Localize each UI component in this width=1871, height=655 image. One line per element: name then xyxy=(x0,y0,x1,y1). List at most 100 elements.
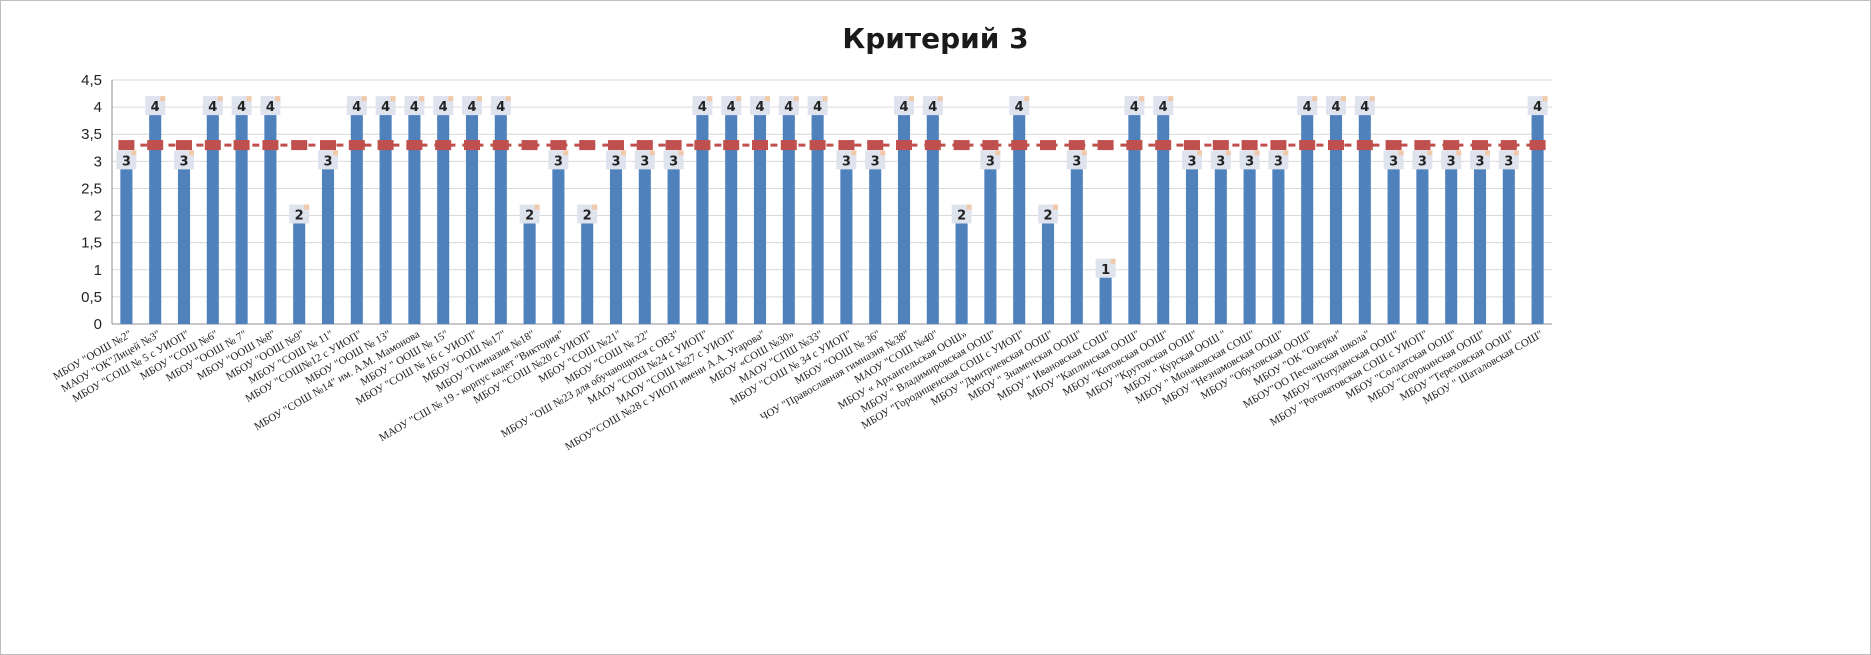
data-label-accent xyxy=(1513,150,1519,156)
data-label: 4 xyxy=(151,100,160,115)
average-marker xyxy=(435,140,452,151)
data-label-accent xyxy=(1283,150,1289,156)
average-marker xyxy=(147,140,164,151)
data-label: 1 xyxy=(1101,263,1110,278)
chart-title: Критерий 3 xyxy=(842,22,1029,55)
data-label-accent xyxy=(1053,204,1058,210)
data-label-accent xyxy=(390,96,396,102)
data-label: 4 xyxy=(439,100,448,115)
data-label: 3 xyxy=(640,154,649,169)
data-label: 3 xyxy=(1187,154,1196,169)
bar xyxy=(206,107,219,324)
data-label-accent xyxy=(1024,96,1030,102)
average-marker xyxy=(1529,140,1546,151)
data-label-accent xyxy=(534,204,540,210)
data-label-accent xyxy=(1341,96,1346,102)
average-marker xyxy=(1414,140,1431,151)
data-label: 3 xyxy=(1274,154,1283,169)
bar xyxy=(350,107,363,324)
data-label: 3 xyxy=(1072,154,1081,169)
bar xyxy=(1214,161,1227,324)
data-label-accent xyxy=(419,96,425,102)
data-label-accent xyxy=(621,150,626,156)
bar xyxy=(1531,107,1544,324)
bar xyxy=(897,107,911,324)
y-tick-label: 1,5 xyxy=(81,235,102,252)
average-marker xyxy=(492,140,509,151)
data-label-accent xyxy=(707,96,713,102)
bar xyxy=(1416,161,1429,324)
data-label: 2 xyxy=(957,209,966,224)
average-marker xyxy=(406,140,423,151)
bar xyxy=(1185,161,1199,324)
data-label: 4 xyxy=(813,100,822,115)
average-marker xyxy=(1299,140,1316,151)
average-marker xyxy=(1011,140,1028,151)
y-tick-label: 4 xyxy=(94,99,102,116)
bar xyxy=(840,161,853,324)
data-label-accent xyxy=(1485,150,1490,156)
bar xyxy=(1041,215,1055,324)
data-label: 3 xyxy=(1216,154,1225,169)
bar xyxy=(494,107,507,324)
average-marker xyxy=(176,140,192,151)
bar xyxy=(609,161,623,324)
bar xyxy=(1013,107,1026,324)
average-marker xyxy=(665,140,682,151)
average-marker xyxy=(579,140,596,151)
data-label-accent xyxy=(1225,150,1231,156)
average-marker xyxy=(1040,140,1056,151)
average-marker xyxy=(1155,140,1172,151)
average-marker xyxy=(752,140,768,151)
bar xyxy=(984,161,997,324)
bar xyxy=(811,107,824,324)
bar xyxy=(1387,161,1400,324)
average-marker xyxy=(780,140,797,151)
data-label: 4 xyxy=(1015,100,1024,115)
data-label: 4 xyxy=(1360,100,1369,115)
data-label-accent xyxy=(477,96,482,102)
average-marker xyxy=(1270,140,1287,151)
data-label: 4 xyxy=(467,100,476,115)
data-label: 3 xyxy=(986,154,995,169)
data-label: 4 xyxy=(1159,100,1168,115)
data-label: 2 xyxy=(583,209,592,224)
bar xyxy=(667,161,680,324)
bar xyxy=(1272,161,1285,324)
data-label-accent xyxy=(851,150,857,156)
data-label: 4 xyxy=(266,100,275,115)
data-label-accent xyxy=(448,96,454,102)
data-label: 3 xyxy=(1504,154,1513,169)
data-label: 4 xyxy=(1533,100,1542,115)
bar xyxy=(177,161,191,324)
data-label: 4 xyxy=(208,100,217,115)
average-marker xyxy=(1356,140,1373,151)
data-label: 3 xyxy=(842,154,851,169)
bar xyxy=(869,161,882,324)
data-label: 4 xyxy=(928,100,937,115)
average-marker xyxy=(291,140,308,151)
average-marker xyxy=(233,140,250,151)
data-label: 3 xyxy=(1245,154,1254,169)
data-label-accent xyxy=(966,204,972,210)
average-marker xyxy=(1212,140,1229,151)
data-label: 4 xyxy=(1303,100,1312,115)
bar xyxy=(523,215,536,324)
data-label-accent xyxy=(765,96,770,102)
data-label-accent xyxy=(937,96,943,102)
data-label: 4 xyxy=(698,100,707,115)
y-tick-label: 4,5 xyxy=(81,72,102,89)
average-marker xyxy=(377,140,394,151)
bar xyxy=(1445,161,1458,324)
data-label-accent xyxy=(1110,258,1116,264)
average-marker xyxy=(1241,140,1258,151)
bar xyxy=(753,107,767,324)
data-label: 4 xyxy=(727,100,736,115)
data-label-accent xyxy=(793,96,799,102)
data-label: 3 xyxy=(179,154,188,169)
bar xyxy=(725,107,738,324)
average-marker xyxy=(348,140,365,151)
data-label-accent xyxy=(505,96,511,102)
bar xyxy=(926,107,939,324)
